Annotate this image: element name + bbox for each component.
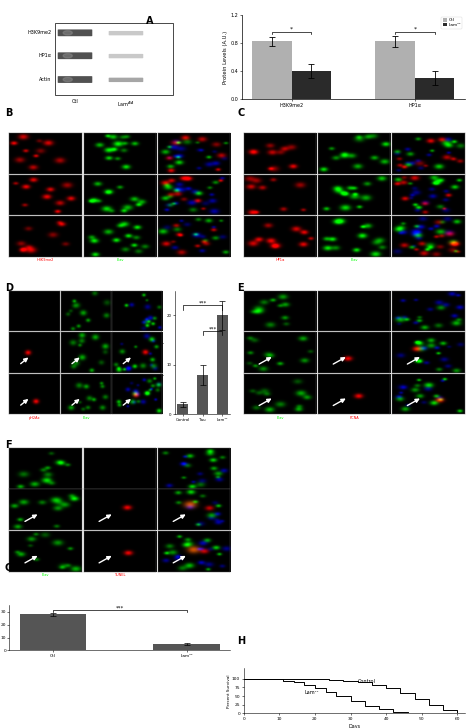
Y-axis label: Laminᵀᵀ: Laminᵀᵀ (238, 229, 242, 245)
Text: F: F (5, 440, 11, 450)
Y-axis label: Control: Control (238, 304, 242, 318)
X-axis label: Elav: Elav (116, 258, 124, 262)
X-axis label: Elav: Elav (350, 258, 358, 262)
Text: Lam$^{A/A}$: Lam$^{A/A}$ (117, 100, 135, 108)
X-axis label: PCNA: PCNA (349, 416, 359, 419)
X-axis label: H3K9me2/Elav/DAPI: H3K9me2/Elav/DAPI (176, 258, 212, 262)
Text: Ctl: Ctl (72, 100, 78, 105)
X-axis label: HP1α: HP1α (275, 258, 284, 262)
X-axis label: TUNEL: TUNEL (114, 573, 126, 577)
X-axis label: H3K9me2: H3K9me2 (37, 258, 55, 262)
Bar (375, 41, 415, 100)
Y-axis label: Lam Fᵀᵀ: Lam Fᵀᵀ (4, 386, 8, 402)
X-axis label: HP1α/Elav/DAPI: HP1α/Elav/DAPI (415, 258, 442, 262)
FancyBboxPatch shape (58, 52, 92, 59)
Y-axis label: Laminᵀᵀ: Laminᵀᵀ (4, 229, 8, 245)
X-axis label: Elav: Elav (276, 416, 284, 419)
FancyBboxPatch shape (58, 29, 92, 36)
Text: H: H (237, 636, 245, 646)
Y-axis label: # pH2Ax+ Nuclei per Brain: # pH2Ax+ Nuclei per Brain (161, 325, 165, 381)
FancyBboxPatch shape (109, 31, 143, 36)
X-axis label: Elav/pH2Ax/DAPI: Elav/pH2Ax/DAPI (122, 416, 152, 419)
Text: ***: *** (199, 301, 207, 306)
Y-axis label: Laminᵀᵀ: Laminᵀᵀ (238, 386, 242, 402)
Text: D: D (5, 283, 13, 293)
X-axis label: pH2Ax: pH2Ax (29, 416, 40, 419)
Y-axis label: Tau: Tau (4, 349, 8, 356)
Text: B: B (5, 108, 12, 119)
Bar (292, 71, 331, 100)
Text: A: A (146, 16, 154, 26)
Circle shape (63, 54, 72, 58)
Circle shape (63, 77, 72, 82)
Text: Actin: Actin (39, 76, 51, 82)
Circle shape (63, 31, 72, 35)
Y-axis label: Tau: Tau (238, 349, 242, 356)
Text: ***: *** (209, 326, 217, 331)
FancyBboxPatch shape (55, 23, 173, 95)
Y-axis label: Control: Control (4, 461, 8, 476)
Text: ***: *** (116, 605, 124, 610)
Y-axis label: Percent Survival: Percent Survival (227, 674, 230, 708)
X-axis label: Elav/PCNA/DAPI: Elav/PCNA/DAPI (414, 416, 442, 419)
Text: H3K9me2: H3K9me2 (27, 30, 51, 35)
Bar (177, 404, 188, 414)
Text: G: G (5, 563, 13, 574)
Y-axis label: Laminᵀᵀ: Laminᵀᵀ (4, 543, 8, 559)
X-axis label: Elav: Elav (82, 416, 90, 419)
Legend: Ctl, Lamᵀᵀ: Ctl, Lamᵀᵀ (441, 17, 462, 28)
FancyBboxPatch shape (109, 78, 143, 82)
Y-axis label: Tau: Tau (4, 506, 8, 513)
Text: E: E (237, 283, 244, 293)
FancyBboxPatch shape (109, 54, 143, 58)
X-axis label: Elav: Elav (42, 573, 50, 577)
Bar (154, 644, 220, 650)
Bar (19, 614, 86, 650)
Y-axis label: Control: Control (4, 304, 8, 318)
Text: Lamᵀᵀ: Lamᵀᵀ (304, 690, 319, 695)
Y-axis label: Tau: Tau (4, 191, 8, 199)
Bar (197, 375, 208, 414)
Bar (252, 41, 292, 100)
Y-axis label: Control: Control (4, 146, 8, 161)
Bar (415, 78, 455, 100)
X-axis label: Days: Days (348, 724, 360, 728)
Text: C: C (237, 108, 244, 119)
FancyBboxPatch shape (58, 76, 92, 83)
Y-axis label: Control: Control (238, 146, 242, 161)
Y-axis label: Protein Levels (A.U.): Protein Levels (A.U.) (223, 31, 228, 84)
Bar (217, 315, 228, 414)
Text: Control: Control (358, 679, 375, 684)
X-axis label: Elav/Tub/Sl/DAPI: Elav/Tub/Sl/DAPI (180, 573, 208, 577)
Text: HP1α: HP1α (38, 53, 51, 58)
Text: *: * (290, 26, 293, 31)
Y-axis label: Tau: Tau (238, 191, 242, 199)
Text: *: * (413, 26, 417, 31)
